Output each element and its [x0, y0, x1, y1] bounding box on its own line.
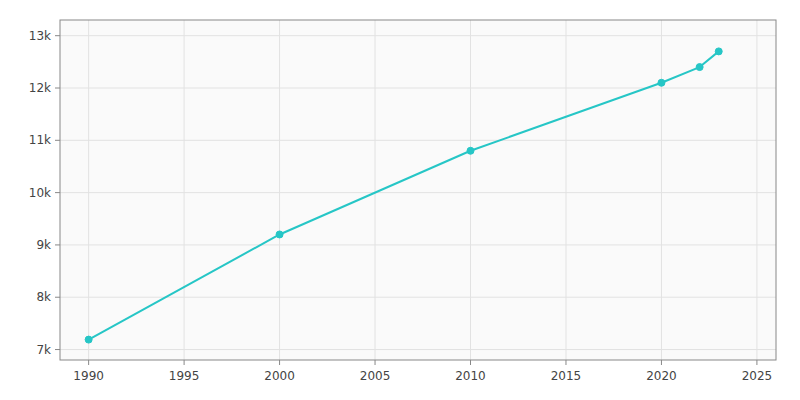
point	[276, 231, 283, 238]
y-tick	[55, 35, 60, 36]
y-tick-label: 8k	[36, 290, 51, 304]
x-grid-line	[279, 20, 280, 360]
y-tick-label: 12k	[29, 81, 51, 95]
axes: 1990 1995 2000 2005 2010 2015 2020 2025 7k 8k 9k 10…	[29, 20, 776, 383]
x-tick-label: 2010	[455, 369, 486, 383]
x-grid-line	[375, 20, 376, 360]
x-tick-label: 1995	[169, 369, 200, 383]
plot-background	[60, 20, 776, 360]
point	[85, 336, 92, 343]
x-grid-line	[470, 20, 471, 360]
x-tick-label: 2025	[742, 369, 773, 383]
x-tick-label: 2020	[646, 369, 677, 383]
point	[696, 64, 703, 71]
y-grid-line	[60, 244, 776, 245]
x-tick-label: 2000	[264, 369, 295, 383]
x-tick-label: 2005	[360, 369, 391, 383]
x-grid-line	[756, 20, 757, 360]
chart-container: 1990 1995 2000 2005 2010 2015 2020 2025 7k 8k 9k 10…	[0, 0, 800, 400]
y-tick-label: 10k	[29, 186, 51, 200]
x-grid-line	[661, 20, 662, 360]
x-tick	[470, 360, 471, 365]
x-tick	[661, 360, 662, 365]
grid	[60, 20, 776, 360]
y-grid-line	[60, 192, 776, 193]
y-tick-label: 11k	[29, 133, 51, 147]
y-grid-line	[60, 140, 776, 141]
y-grid-line	[60, 88, 776, 89]
y-tick	[55, 349, 60, 350]
y-grid-line	[60, 349, 776, 350]
y-tick	[55, 244, 60, 245]
y-grid-line	[60, 35, 776, 36]
x-tick	[184, 360, 185, 365]
y-tick	[55, 192, 60, 193]
x-tick	[756, 360, 757, 365]
point	[715, 48, 722, 55]
x-tick	[279, 360, 280, 365]
x-tick-label: 1990	[73, 369, 104, 383]
y-tick	[55, 140, 60, 141]
y-tick-label: 7k	[36, 343, 51, 357]
x-tick	[88, 360, 89, 365]
line	[89, 51, 719, 339]
x-grid-line	[184, 20, 185, 360]
plot-frame	[60, 20, 776, 360]
x-grid-line	[88, 20, 89, 360]
y-tick-label: 9k	[36, 238, 51, 252]
x-tick-label: 2015	[551, 369, 582, 383]
y-tick	[55, 88, 60, 89]
chart: 1990 1995 2000 2005 2010 2015 2020 2025 7k 8k 9k 10…	[0, 0, 800, 400]
point	[658, 79, 665, 86]
y-tick-label: 13k	[29, 29, 51, 43]
x-grid-line	[565, 20, 566, 360]
x-tick	[375, 360, 376, 365]
y-tick	[55, 297, 60, 298]
point	[467, 147, 474, 154]
series	[85, 48, 722, 343]
x-tick	[565, 360, 566, 365]
